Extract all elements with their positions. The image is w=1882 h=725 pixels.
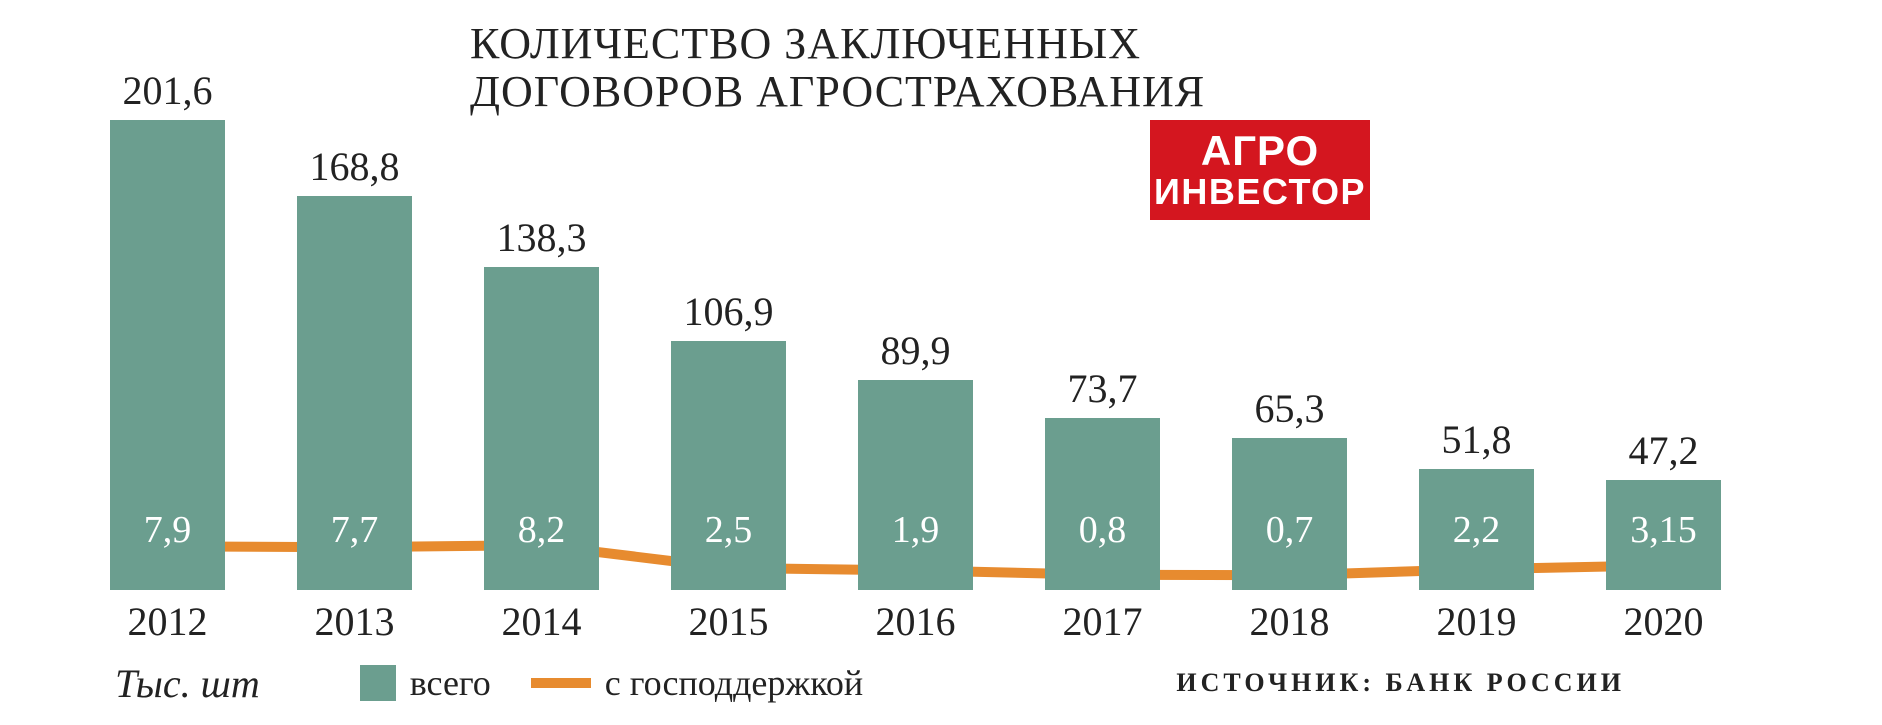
chart-plot-area: 201,6 7,9 168,8 7,7 138,3 8,2 106,9 2,5 89,9 1,9 7…: [110, 60, 1810, 590]
bar-value-label: 73,7: [1045, 365, 1160, 412]
x-axis-year-label: 2012: [110, 598, 225, 645]
bar-group: 73,7 0,8: [1045, 60, 1160, 590]
bar-group: 168,8 7,7: [297, 60, 412, 590]
legend-swatch-bar: [360, 665, 396, 701]
x-axis-year-label: 2013: [297, 598, 412, 645]
bar-value-label: 168,8: [297, 143, 412, 190]
bar-group: 47,2 3,15: [1606, 60, 1721, 590]
bar-value-label: 65,3: [1232, 385, 1347, 432]
legend-item-line: с господдержкой: [531, 662, 863, 704]
x-axis-year-label: 2020: [1606, 598, 1721, 645]
bar-group: 138,3 8,2: [484, 60, 599, 590]
bar-value-label: 51,8: [1419, 416, 1534, 463]
bar-value-label: 89,9: [858, 327, 973, 374]
legend-bar-label: всего: [410, 662, 491, 704]
line-value-label: 7,9: [110, 508, 225, 552]
x-axis-year-label: 2015: [671, 598, 786, 645]
bar-value-label: 138,3: [484, 214, 599, 261]
line-value-label: 2,5: [671, 508, 786, 552]
x-axis-year-label: 2016: [858, 598, 973, 645]
line-value-label: 7,7: [297, 508, 412, 552]
legend-row: Тыс. шт всего с господдержкой ИСТОЧНИК: …: [115, 658, 1815, 708]
bar: [671, 341, 786, 590]
bar-value-label: 106,9: [671, 288, 786, 335]
bar-value-label: 201,6: [110, 67, 225, 114]
bar: [1045, 418, 1160, 590]
bar-group: 106,9 2,5: [671, 60, 786, 590]
bar-group: 201,6 7,9: [110, 60, 225, 590]
x-axis-year-label: 2019: [1419, 598, 1534, 645]
line-value-label: 0,7: [1232, 508, 1347, 552]
bar: [858, 380, 973, 590]
line-value-label: 2,2: [1419, 508, 1534, 552]
legend-swatch-line: [531, 678, 591, 688]
bar-group: 51,8 2,2: [1419, 60, 1534, 590]
bar-group: 89,9 1,9: [858, 60, 973, 590]
x-axis-year-label: 2018: [1232, 598, 1347, 645]
legend-line-label: с господдержкой: [605, 662, 863, 704]
x-axis-year-label: 2017: [1045, 598, 1160, 645]
line-value-label: 1,9: [858, 508, 973, 552]
line-value-label: 8,2: [484, 508, 599, 552]
y-axis-unit-label: Тыс. шт: [115, 660, 260, 707]
x-axis-year-label: 2014: [484, 598, 599, 645]
bar-value-label: 47,2: [1606, 427, 1721, 474]
line-value-label: 0,8: [1045, 508, 1160, 552]
bar-group: 65,3 0,7: [1232, 60, 1347, 590]
source-attribution: ИСТОЧНИК: БАНК РОССИИ: [1176, 668, 1625, 698]
line-value-label: 3,15: [1606, 508, 1721, 552]
legend-item-bar: всего: [360, 662, 491, 704]
